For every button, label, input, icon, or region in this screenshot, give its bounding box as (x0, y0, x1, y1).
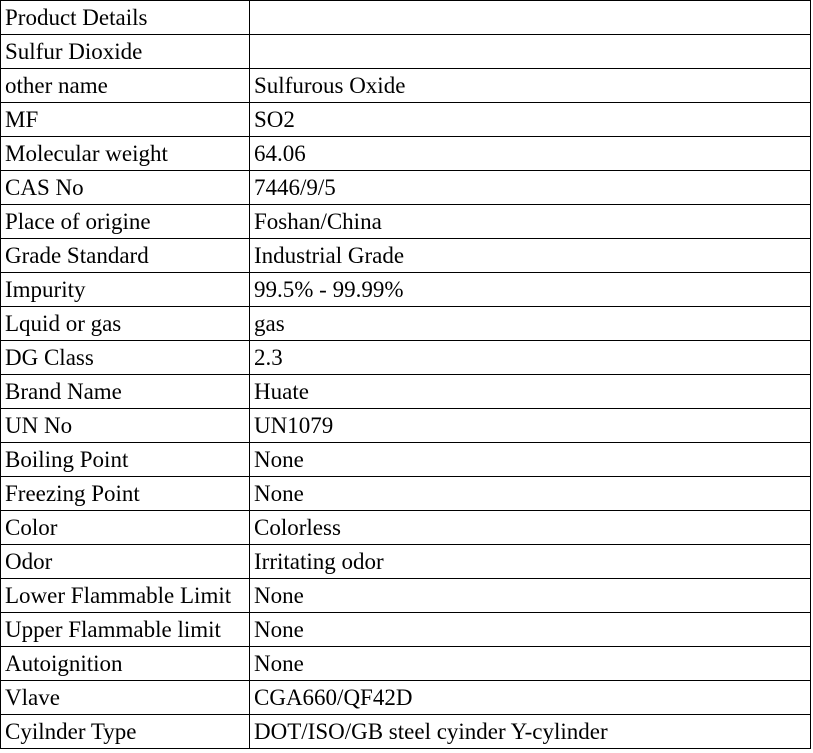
property-cell: Brand Name (1, 375, 250, 409)
table-row: CAS No7446/9/5 (1, 171, 811, 205)
value-cell: 7446/9/5 (250, 171, 811, 205)
value-cell: None (250, 579, 811, 613)
property-cell: Sulfur Dioxide (1, 35, 250, 69)
value-cell: None (250, 613, 811, 647)
property-cell: Color (1, 511, 250, 545)
property-cell: Place of origine (1, 205, 250, 239)
value-cell (250, 35, 811, 69)
table-row: Lower Flammable LimitNone (1, 579, 811, 613)
property-cell: UN No (1, 409, 250, 443)
table-row: Cyilnder TypeDOT/ISO/GB steel cyinder Y-… (1, 715, 811, 749)
value-cell: None (250, 477, 811, 511)
table-row: Product Details (1, 1, 811, 35)
product-details-table: Product DetailsSulfur Dioxideother nameS… (0, 0, 811, 749)
property-cell: Odor (1, 545, 250, 579)
table-row: Brand NameHuate (1, 375, 811, 409)
table-row: Grade StandardIndustrial Grade (1, 239, 811, 273)
table-row: Impurity99.5% - 99.99% (1, 273, 811, 307)
value-cell: Sulfurous Oxide (250, 69, 811, 103)
table-row: DG Class2.3 (1, 341, 811, 375)
value-cell: None (250, 647, 811, 681)
table-row: OdorIrritating odor (1, 545, 811, 579)
value-cell: Irritating odor (250, 545, 811, 579)
property-cell: Boiling Point (1, 443, 250, 477)
property-cell: MF (1, 103, 250, 137)
table-row: other nameSulfurous Oxide (1, 69, 811, 103)
table-row: Molecular weight64.06 (1, 137, 811, 171)
property-cell: other name (1, 69, 250, 103)
value-cell: DOT/ISO/GB steel cyinder Y-cylinder (250, 715, 811, 749)
property-cell: Grade Standard (1, 239, 250, 273)
value-cell (250, 1, 811, 35)
table-row: Place of origineFoshan/China (1, 205, 811, 239)
property-cell: Lower Flammable Limit (1, 579, 250, 613)
value-cell: 2.3 (250, 341, 811, 375)
table-body: Product DetailsSulfur Dioxideother nameS… (1, 1, 811, 749)
table-row: MFSO2 (1, 103, 811, 137)
value-cell: UN1079 (250, 409, 811, 443)
value-cell: Colorless (250, 511, 811, 545)
table-row: Boiling PointNone (1, 443, 811, 477)
table-row: Upper Flammable limitNone (1, 613, 811, 647)
property-cell: Freezing Point (1, 477, 250, 511)
value-cell: Foshan/China (250, 205, 811, 239)
table-row: VlaveCGA660/QF42D (1, 681, 811, 715)
value-cell: CGA660/QF42D (250, 681, 811, 715)
table-row: Freezing PointNone (1, 477, 811, 511)
property-cell: Cyilnder Type (1, 715, 250, 749)
value-cell: gas (250, 307, 811, 341)
property-cell: Molecular weight (1, 137, 250, 171)
property-cell: Impurity (1, 273, 250, 307)
property-cell: Autoignition (1, 647, 250, 681)
table-row: Sulfur Dioxide (1, 35, 811, 69)
table-row: Lquid or gasgas (1, 307, 811, 341)
value-cell: 64.06 (250, 137, 811, 171)
value-cell: Industrial Grade (250, 239, 811, 273)
value-cell: None (250, 443, 811, 477)
value-cell: Huate (250, 375, 811, 409)
value-cell: 99.5% - 99.99% (250, 273, 811, 307)
property-cell: Vlave (1, 681, 250, 715)
property-cell: CAS No (1, 171, 250, 205)
table-row: ColorColorless (1, 511, 811, 545)
property-cell: DG Class (1, 341, 250, 375)
property-cell: Product Details (1, 1, 250, 35)
table-row: UN NoUN1079 (1, 409, 811, 443)
value-cell: SO2 (250, 103, 811, 137)
property-cell: Lquid or gas (1, 307, 250, 341)
property-cell: Upper Flammable limit (1, 613, 250, 647)
table-row: AutoignitionNone (1, 647, 811, 681)
